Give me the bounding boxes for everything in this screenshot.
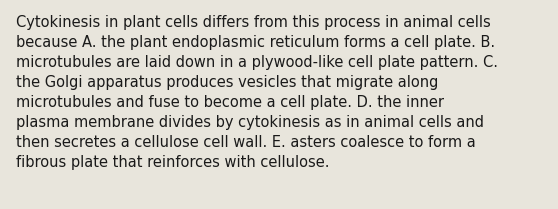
- Text: Cytokinesis in plant cells differs from this process in animal cells
because A. : Cytokinesis in plant cells differs from …: [16, 15, 498, 170]
